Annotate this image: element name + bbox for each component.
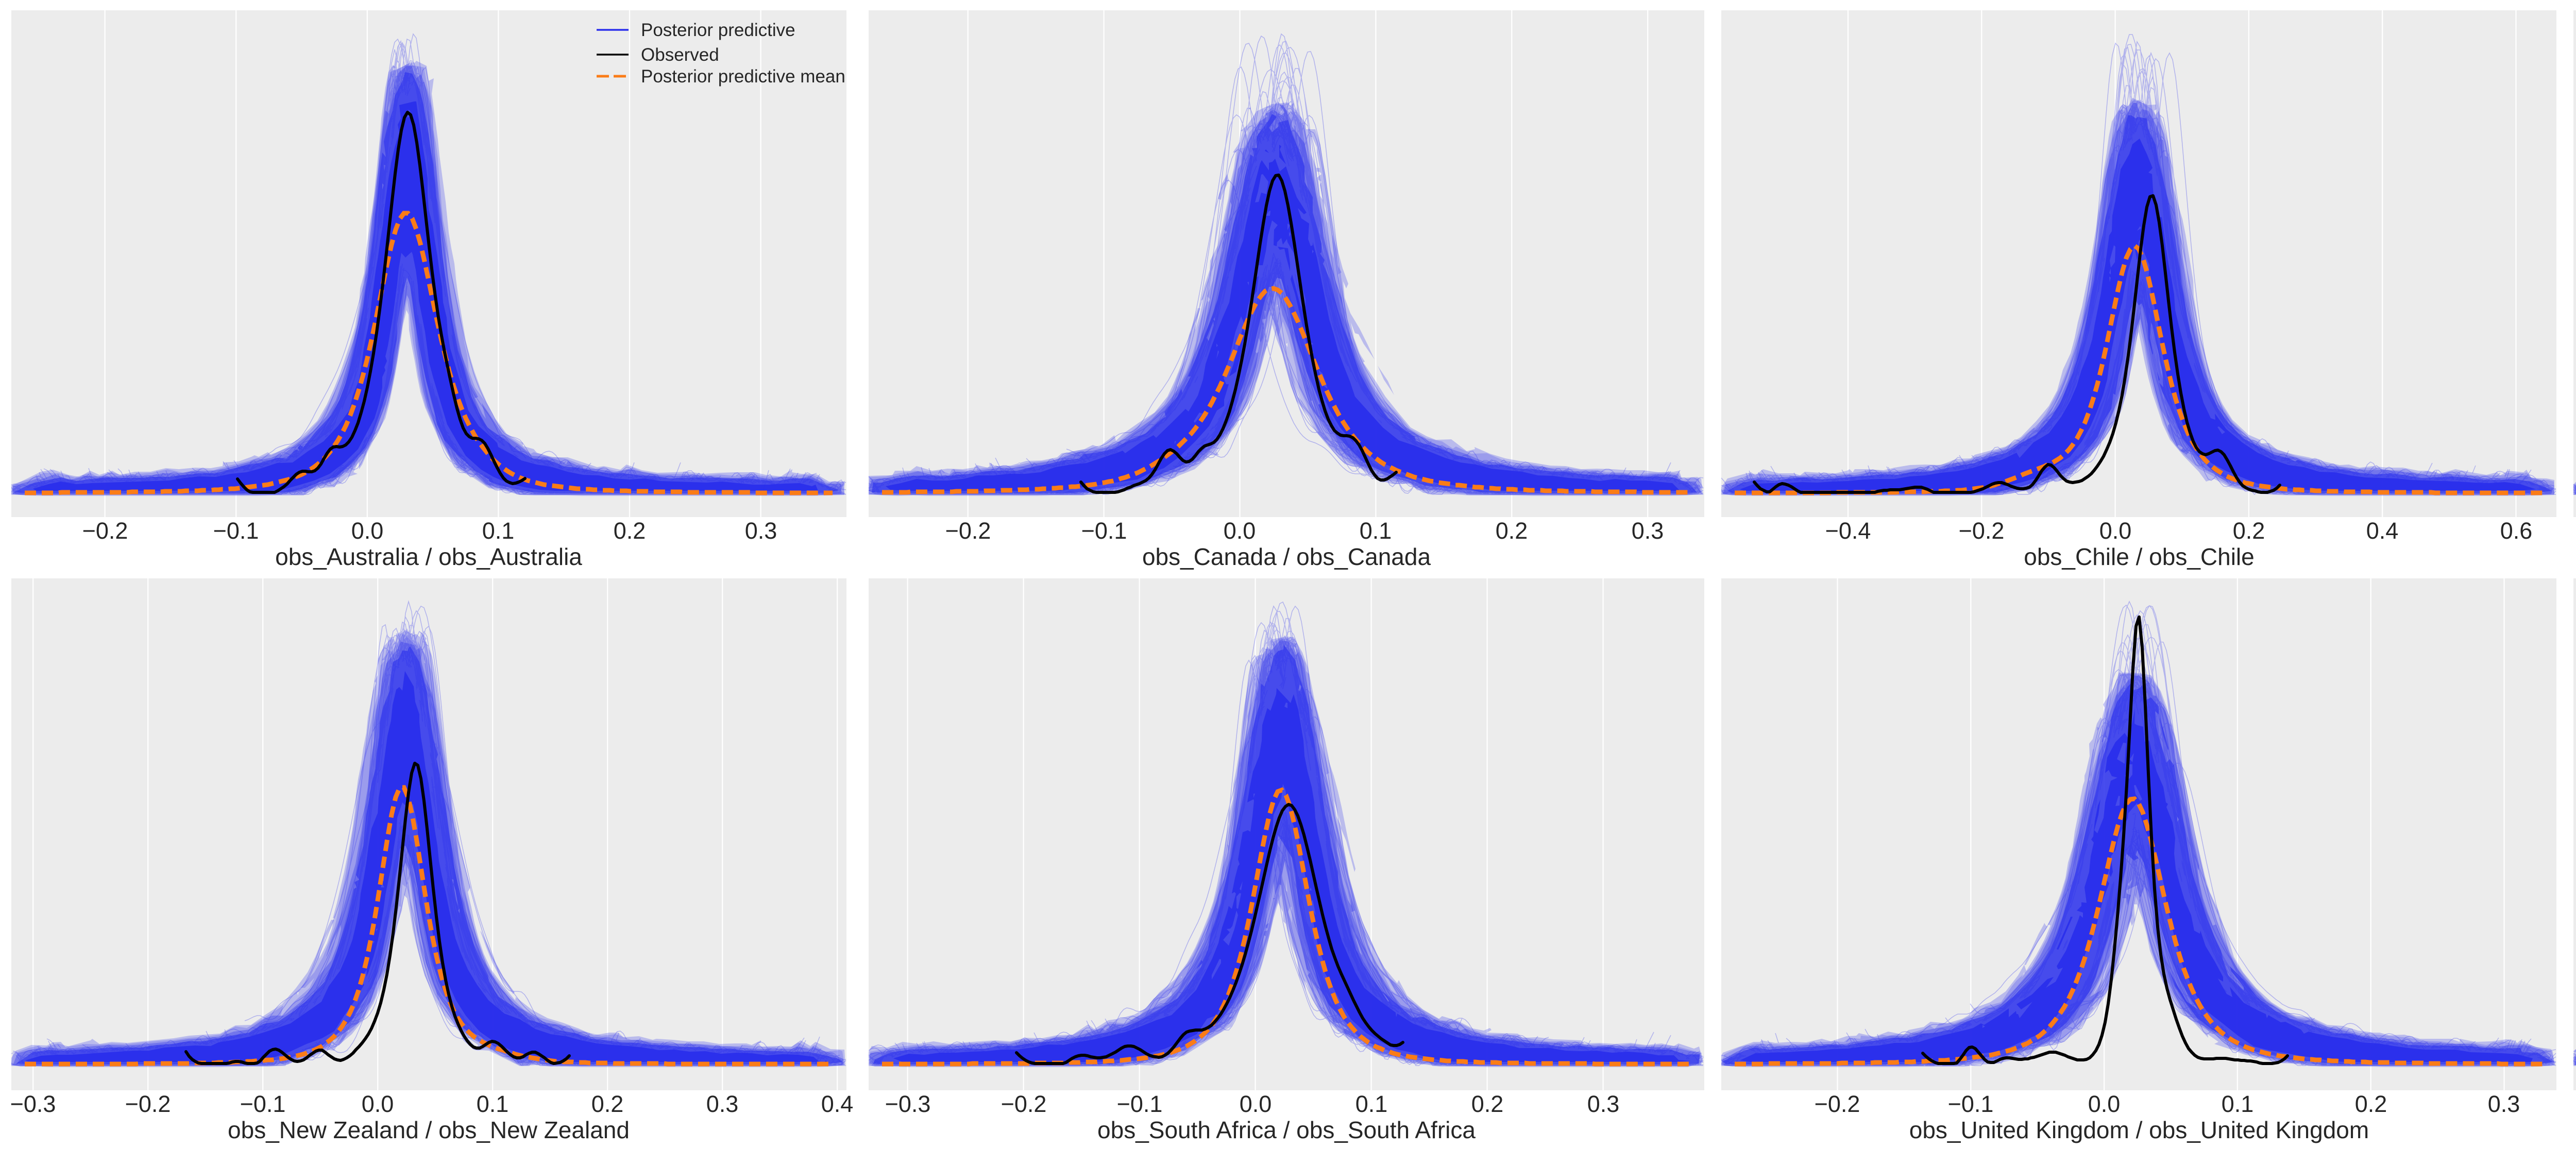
svg-text:Posterior predictive mean: Posterior predictive mean [641,66,845,87]
svg-text:0.2: 0.2 [614,518,646,544]
svg-text:0.4: 0.4 [821,1091,854,1117]
svg-text:0.1: 0.1 [1360,518,1392,544]
svg-text:0.1: 0.1 [477,1091,509,1117]
svg-text:−0.3: −0.3 [10,1091,56,1117]
svg-text:obs_South Africa / obs_South A: obs_South Africa / obs_South Africa [1097,1117,1476,1143]
svg-text:0.3: 0.3 [706,1091,739,1117]
svg-text:0.1: 0.1 [1355,1091,1388,1117]
svg-text:−0.2: −0.2 [82,518,128,544]
svg-text:−0.4: −0.4 [1825,518,1871,544]
svg-text:−0.3: −0.3 [885,1091,931,1117]
svg-text:0.3: 0.3 [745,518,777,544]
svg-text:−0.1: −0.1 [1117,1091,1163,1117]
svg-text:obs_New Zealand / obs_New Zeal: obs_New Zealand / obs_New Zealand [228,1117,630,1143]
svg-text:0.4: 0.4 [2366,518,2399,544]
svg-text:−0.1: −0.1 [1081,518,1127,544]
svg-text:obs_Canada / obs_Canada: obs_Canada / obs_Canada [1142,543,1431,570]
svg-text:−0.2: −0.2 [1959,518,2005,544]
svg-text:0.2: 0.2 [1471,1091,1504,1117]
svg-text:0.3: 0.3 [1632,518,1664,544]
svg-text:−0.2: −0.2 [1815,1091,1860,1117]
svg-text:0.3: 0.3 [1587,1091,1620,1117]
svg-text:0.1: 0.1 [2222,1091,2254,1117]
svg-text:Posterior predictive: Posterior predictive [641,20,795,40]
svg-text:−0.1: −0.1 [240,1091,286,1117]
svg-text:0.2: 0.2 [1496,518,1528,544]
svg-text:−0.1: −0.1 [1948,1091,1994,1117]
svg-text:0.6: 0.6 [2500,518,2533,544]
svg-text:0.2: 0.2 [591,1091,624,1117]
svg-text:−0.1: −0.1 [213,518,259,544]
svg-text:0.2: 0.2 [2233,518,2265,544]
svg-text:0.1: 0.1 [482,518,515,544]
svg-text:0.0: 0.0 [2099,518,2132,544]
svg-text:−0.2: −0.2 [1001,1091,1047,1117]
svg-text:Observed: Observed [641,45,719,65]
svg-text:0.0: 0.0 [362,1091,394,1117]
svg-text:0.0: 0.0 [351,518,384,544]
svg-text:−0.2: −0.2 [945,518,991,544]
svg-text:obs_United Kingdom / obs_Unite: obs_United Kingdom / obs_United Kingdom [1909,1117,2369,1143]
svg-text:−0.2: −0.2 [125,1091,171,1117]
svg-text:0.2: 0.2 [2355,1091,2387,1117]
svg-text:0.0: 0.0 [2088,1091,2121,1117]
svg-text:obs_Australia / obs_Australia: obs_Australia / obs_Australia [275,543,582,570]
svg-text:0.3: 0.3 [2488,1091,2520,1117]
svg-text:0.0: 0.0 [1240,1091,1272,1117]
svg-text:obs_Chile / obs_Chile: obs_Chile / obs_Chile [2024,543,2255,570]
svg-text:0.0: 0.0 [1224,518,1256,544]
